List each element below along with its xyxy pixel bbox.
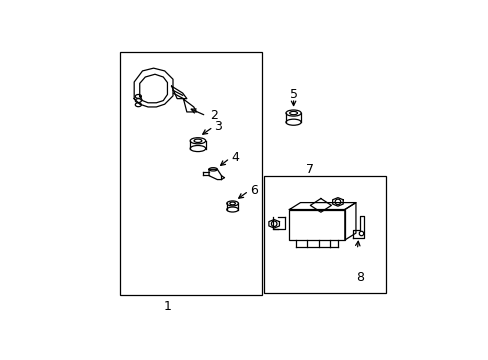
- Text: 2: 2: [210, 109, 218, 122]
- Bar: [289, 210, 344, 240]
- Text: 6: 6: [249, 184, 257, 197]
- Text: 1: 1: [163, 300, 171, 313]
- Text: 8: 8: [355, 271, 364, 284]
- Text: 3: 3: [214, 120, 222, 132]
- Text: 4: 4: [231, 151, 239, 164]
- Text: 7: 7: [305, 163, 314, 176]
- Bar: [264, 176, 386, 293]
- Text: 5: 5: [289, 88, 297, 101]
- Bar: [120, 51, 261, 296]
